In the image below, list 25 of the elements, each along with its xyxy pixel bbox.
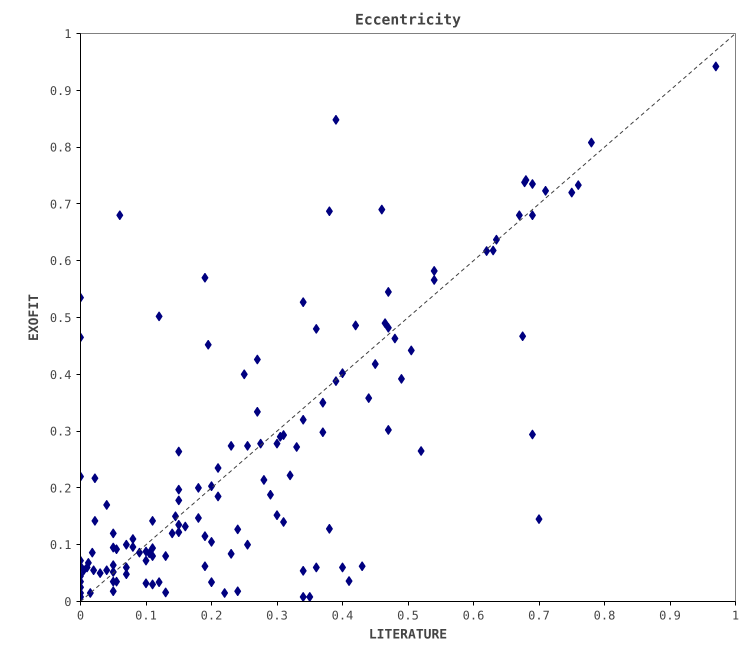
- x-tick-label: 0.1: [135, 608, 157, 622]
- y-tick-label: 0: [64, 595, 72, 609]
- x-tick-label: 0: [76, 608, 84, 622]
- x-tick-label: 0.8: [594, 608, 616, 622]
- x-axis-title: LITERATURE: [368, 628, 448, 642]
- y-tick-label: 0.4: [50, 368, 72, 382]
- x-tick-label: 0.9: [659, 608, 681, 622]
- y-tick-label: 0.6: [50, 254, 72, 268]
- x-tick-label: 0.2: [200, 608, 222, 622]
- y-tick-label: 0.5: [50, 311, 72, 325]
- y-axis-title: EXOFIT: [26, 294, 42, 341]
- y-tick-label: 0.8: [50, 140, 72, 155]
- y-tick-label: 0.3: [50, 424, 72, 439]
- x-tick-label: 1: [732, 608, 740, 622]
- y-tick-label: 0.2: [50, 481, 72, 496]
- x-tick-label: 0.6: [462, 608, 484, 622]
- y-tick-label: 0.1: [50, 538, 72, 552]
- x-tick-label: 0.3: [266, 608, 288, 622]
- y-tick-label: 0.9: [50, 84, 72, 98]
- x-tick-label: 0.5: [397, 608, 419, 622]
- x-tick-label: 0.4: [332, 608, 354, 622]
- chart-title: Eccentricity: [355, 12, 462, 28]
- y-tick-label: 0.7: [50, 197, 72, 212]
- x-tick-label: 0.7: [528, 608, 550, 622]
- y-tick-label: 1: [64, 27, 72, 41]
